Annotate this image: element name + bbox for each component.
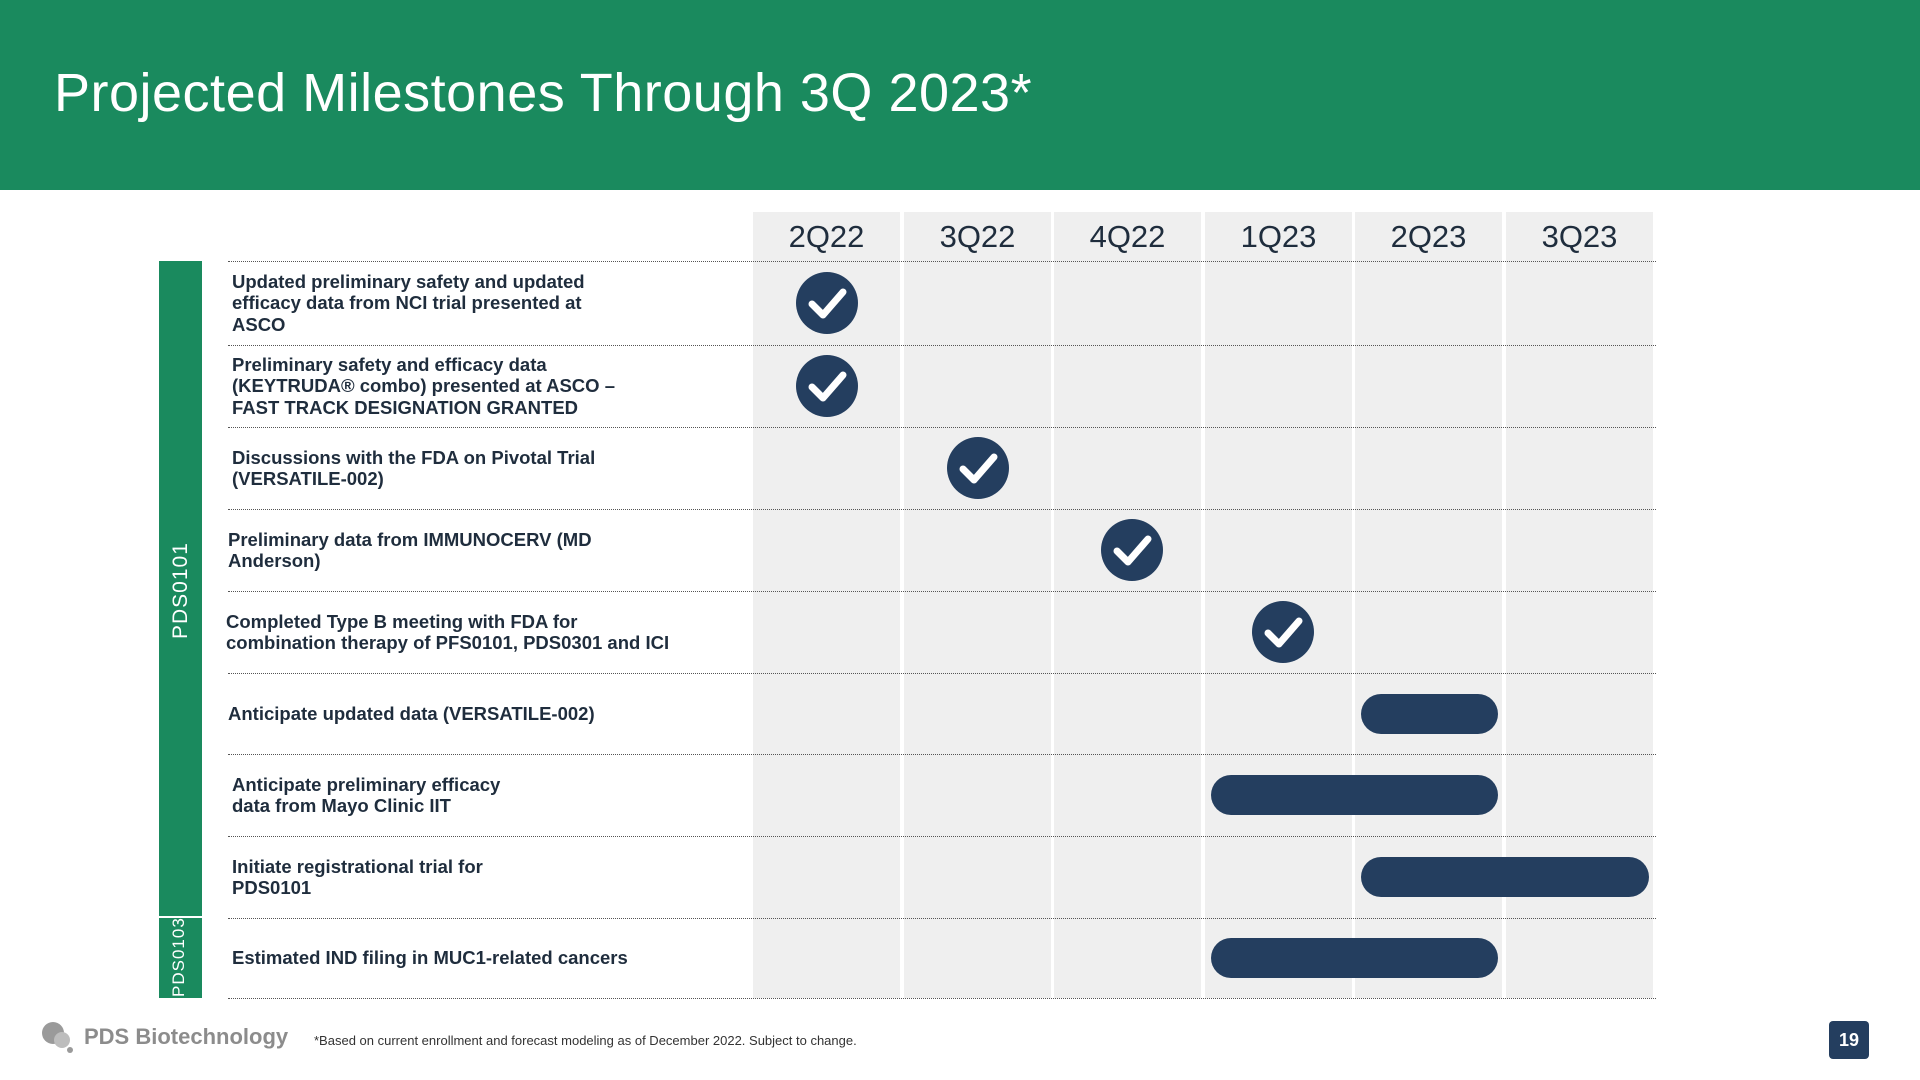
- company-logo: PDS Biotechnology: [40, 1020, 288, 1054]
- milestone-label-line: combination therapy of PFS0101, PDS0301 …: [226, 632, 670, 653]
- row-divider: [228, 591, 1656, 592]
- milestone-label: Anticipate updated data (VERSATILE-002): [228, 673, 728, 754]
- quarter-header: 2Q22: [788, 219, 865, 254]
- milestone-label-line: FAST TRACK DESIGNATION GRANTED: [232, 396, 579, 418]
- timeline-bar: [1361, 857, 1649, 897]
- milestone-label-text: Updated preliminary safety and updated ef…: [232, 271, 585, 336]
- header-banner: Projected Milestones Through 3Q 2023*: [0, 0, 1920, 190]
- timeline-bar: [1211, 938, 1498, 978]
- milestone-label-line: Preliminary safety and efficacy data: [232, 353, 547, 375]
- milestone-label: Completed Type B meeting with FDA for com…: [226, 591, 726, 673]
- milestone-label: Anticipate preliminary efficacy data from…: [232, 754, 732, 836]
- quarter-column: [753, 212, 900, 998]
- logo-icon: [42, 1022, 73, 1053]
- logo-text: PDS Biotechnology: [84, 1024, 289, 1049]
- milestone-label-text: Estimated IND filing in MUC1-related can…: [232, 947, 628, 969]
- milestone-label: Estimated IND filing in MUC1-related can…: [232, 918, 732, 998]
- row-divider: [228, 345, 1656, 346]
- row-divider: [228, 261, 1656, 262]
- group-sidebar: [159, 261, 202, 916]
- row-divider: [228, 673, 1656, 674]
- milestone-label-text: Preliminary safety and efficacy data (KEY…: [232, 354, 615, 419]
- checkmark-icon: [946, 437, 1009, 499]
- quarter-header: 4Q22: [1089, 219, 1166, 254]
- quarter-header: 1Q23: [1240, 219, 1317, 254]
- milestone-label-line: Updated preliminary safety and updated: [232, 270, 585, 292]
- checkmark-icon: [795, 355, 858, 417]
- milestone-label: Preliminary safety and efficacy data (KEY…: [232, 345, 732, 427]
- row-divider: [228, 509, 1656, 510]
- row-divider: [228, 427, 1656, 428]
- row-divider: [228, 836, 1656, 837]
- milestone-label-line: Anticipate updated data (VERSATILE-002): [228, 702, 595, 724]
- milestone-label-line: (VERSATILE-002): [232, 468, 384, 489]
- milestone-label-line: PDS0101: [232, 877, 312, 898]
- checkmark-icon: [1251, 601, 1314, 663]
- milestone-label-line: Anderson): [228, 550, 321, 571]
- page-title: Projected Milestones Through 3Q 2023*: [54, 63, 1033, 123]
- milestone-label: Discussions with the FDA on Pivotal Tria…: [232, 427, 732, 509]
- row-divider: [228, 998, 1656, 999]
- timeline-bar: [1361, 693, 1498, 734]
- milestone-label-text: Initiate registrational trial for PDS0101: [232, 856, 483, 899]
- milestone-label-line: Initiate registrational trial for: [232, 855, 483, 877]
- group-label: PDS0101: [169, 541, 192, 639]
- quarter-column: [1054, 212, 1201, 998]
- milestone-label: Initiate registrational trial for PDS0101: [232, 836, 732, 918]
- page-number: 19: [1829, 1021, 1869, 1059]
- milestone-label-line: data from Mayo Clinic IIT: [232, 795, 451, 816]
- timeline-bar: [1211, 775, 1498, 815]
- milestone-label: Preliminary data from IMMUNOCERV (MD Ande…: [228, 509, 728, 591]
- quarter-header: 3Q23: [1541, 219, 1618, 254]
- group-sidebar: [159, 918, 202, 998]
- quarter-header: 2Q23: [1390, 219, 1467, 254]
- milestone-label-text: Anticipate updated data (VERSATILE-002): [228, 703, 595, 725]
- footnote: *Based on current enrollment and forecas…: [314, 1033, 857, 1048]
- milestone-label-line: Anticipate preliminary efficacy: [232, 773, 501, 795]
- milestone-label-line: Estimated IND filing in MUC1-related can…: [232, 947, 628, 969]
- row-divider: [228, 754, 1656, 755]
- milestone-label-line: Completed Type B meeting with FDA for: [226, 610, 578, 632]
- checkmark-icon: [795, 272, 858, 334]
- quarter-column: [904, 212, 1051, 998]
- milestone-label-text: Preliminary data from IMMUNOCERV (MD Ande…: [228, 529, 592, 572]
- milestone-label-text: Discussions with the FDA on Pivotal Tria…: [232, 447, 595, 490]
- milestone-label-text: Completed Type B meeting with FDA for com…: [226, 611, 669, 654]
- quarter-header: 3Q22: [939, 219, 1016, 254]
- milestone-label-text: Anticipate preliminary efficacy data from…: [232, 774, 500, 817]
- milestone-label-line: Discussions with the FDA on Pivotal Tria…: [232, 446, 596, 468]
- milestone-label-line: efficacy data from NCI trial presented a…: [232, 292, 582, 314]
- milestone-label: Updated preliminary safety and updated ef…: [232, 261, 732, 345]
- milestone-label-line: ASCO: [232, 313, 286, 335]
- checkmark-icon: [1100, 519, 1163, 581]
- group-label: PDS0103: [169, 917, 188, 997]
- milestone-label-line: Preliminary data from IMMUNOCERV (MD: [228, 528, 592, 550]
- milestone-label-line: (KEYTRUDA® combo) presented at ASCO –: [232, 375, 615, 397]
- row-divider: [228, 918, 1656, 919]
